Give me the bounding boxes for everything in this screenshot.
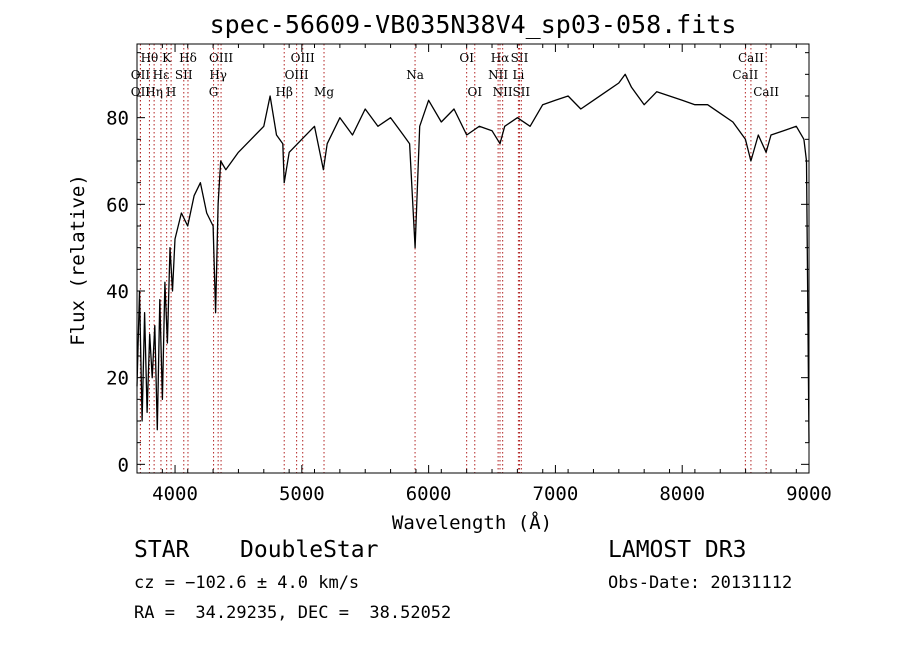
line-marker-label: OII	[131, 85, 151, 99]
line-marker-label: Hα	[491, 51, 510, 65]
x-tick-label: 9000	[786, 483, 832, 505]
line-marker-label: SII	[512, 85, 530, 99]
object-subclass: DoubleStar	[240, 537, 379, 563]
y-tick-label: 20	[106, 368, 129, 390]
line-marker-label: Li	[512, 68, 524, 82]
line-marker-label: OIII	[209, 51, 233, 65]
object-class: STAR	[134, 537, 190, 563]
y-axis-label: Flux (relative)	[67, 174, 89, 346]
line-marker-label: K	[162, 51, 172, 65]
flux-series	[136, 73, 810, 443]
line-marker-label: OI	[467, 85, 482, 99]
line-marker-label: Hε	[153, 68, 170, 82]
line-marker-label: Hδ	[179, 51, 197, 65]
y-tick-label: 40	[106, 281, 129, 303]
survey-name: LAMOST DR3	[608, 537, 747, 563]
chart-title: spec-56609-VB035N38V4_sp03-058.fits	[210, 10, 737, 39]
x-tick-label: 6000	[406, 483, 452, 505]
line-marker-label: Mg	[314, 85, 334, 99]
y-tick-label: 60	[106, 194, 129, 216]
line-marker-label: NII	[493, 85, 513, 99]
line-marker-label: SII	[511, 51, 529, 65]
line-marker-label: OIII	[291, 51, 315, 65]
line-marker-label: OIII	[285, 68, 309, 82]
plot-axes	[136, 43, 810, 474]
x-tick-label: 5000	[279, 483, 325, 505]
line-marker-label: G	[209, 85, 219, 99]
x-tick-label: 7000	[533, 483, 579, 505]
plot-frame	[136, 43, 810, 474]
line-marker-label: Hβ	[276, 85, 293, 99]
x-tick-label: 4000	[152, 483, 198, 505]
line-marker-label: H	[166, 85, 176, 99]
observation-date: Obs-Date: 20131112	[608, 573, 793, 593]
axis-ticks: 4000 5000 6000 7000 8000 9000 0 20 40 60 80	[106, 44, 832, 505]
line-marker-label: NII	[488, 68, 508, 82]
line-marker-label: Hη	[145, 85, 163, 99]
line-marker-label: SII	[175, 68, 193, 82]
line-marker-label: CaII	[753, 85, 779, 99]
coordinates-readout: RA = 34.29235, DEC = 38.52052	[134, 603, 452, 623]
line-marker-label: Hθ	[141, 51, 159, 65]
x-tick-label: 8000	[659, 483, 705, 505]
line-marker-label: CaII	[732, 68, 758, 82]
flux-series-line	[136, 73, 810, 443]
x-axis-label: Wavelength (Å)	[392, 511, 552, 534]
line-marker-label: OII	[131, 68, 151, 82]
y-tick-label: 0	[118, 454, 129, 476]
redshift-readout: cz = −102.6 ± 4.0 km/s	[134, 573, 360, 593]
line-marker-label: OI	[459, 51, 474, 65]
spectral-line-markers: Hθ OII OII K Hε Hη Hδ SII H OIII Hγ G OIII OIII Hβ Mg Na…	[131, 44, 779, 473]
line-marker-label: Hγ	[209, 68, 227, 82]
line-marker-label: CaII	[738, 51, 764, 65]
line-marker-label: Na	[406, 68, 424, 82]
y-tick-label: 80	[106, 108, 129, 130]
